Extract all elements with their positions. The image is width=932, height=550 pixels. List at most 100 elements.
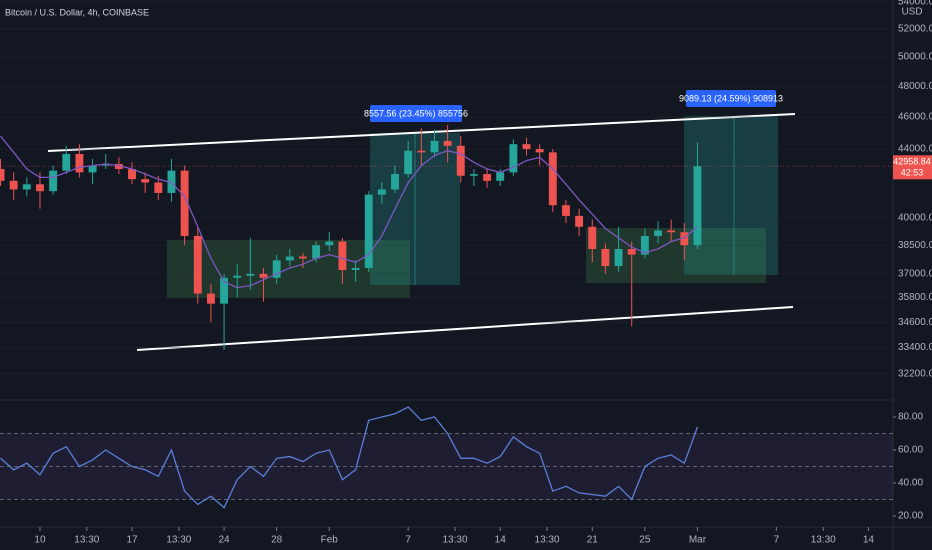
x-tick-label: 25 bbox=[639, 535, 651, 546]
x-tick-label: 13:30 bbox=[535, 535, 560, 546]
moving-average bbox=[0, 135, 698, 289]
candle-body bbox=[483, 174, 492, 181]
candle-body bbox=[575, 215, 584, 227]
candle-body bbox=[141, 179, 150, 183]
candle-body bbox=[509, 144, 518, 173]
candle-body bbox=[338, 241, 347, 270]
measure-box bbox=[370, 105, 462, 122]
y-tick-label: 52000.00 bbox=[898, 23, 932, 34]
candle-body bbox=[667, 230, 676, 233]
y-tick-label: 38500.00 bbox=[898, 240, 932, 251]
x-tick-label: Feb bbox=[321, 535, 339, 546]
x-tick-label: Mar bbox=[689, 535, 707, 546]
candle-body bbox=[364, 194, 373, 269]
candle-body bbox=[246, 273, 255, 276]
candle-body bbox=[640, 235, 649, 255]
rsi-tick-label: 80.00 bbox=[898, 412, 923, 423]
candle-body bbox=[167, 170, 176, 193]
x-tick-label: 7 bbox=[774, 535, 780, 546]
y-tick-label: 33400.00 bbox=[898, 342, 932, 353]
candle-body bbox=[299, 256, 307, 259]
measure-label: 8557.56 (23.45%) 855756 bbox=[364, 108, 468, 118]
candle-body bbox=[154, 182, 163, 193]
y-tick-label: 40000.00 bbox=[898, 212, 932, 223]
candle-body bbox=[101, 163, 110, 166]
y-tick-label: 46000.00 bbox=[898, 112, 932, 123]
y-tick-label: 35800.00 bbox=[898, 292, 932, 303]
candle-body bbox=[285, 256, 294, 261]
x-tick-label: 13:30 bbox=[442, 535, 467, 546]
candle-body bbox=[22, 184, 31, 190]
plot bbox=[0, 1, 893, 375]
x-tick-label: 14 bbox=[863, 535, 875, 546]
candle-body bbox=[62, 153, 71, 171]
candle-body bbox=[128, 168, 136, 180]
candle-body bbox=[114, 163, 123, 169]
candle-body bbox=[377, 189, 386, 195]
candle-body bbox=[88, 165, 97, 173]
y-tick-label: 50000.00 bbox=[898, 52, 932, 63]
trend-line bbox=[136, 306, 794, 351]
candle-body bbox=[259, 273, 268, 278]
rsi-tick-label: 60.00 bbox=[898, 445, 923, 456]
candle-body bbox=[456, 145, 465, 176]
candle-body bbox=[272, 260, 281, 278]
candle-body bbox=[614, 248, 623, 267]
candle-body bbox=[601, 248, 610, 267]
rsi-tick-label: 20.00 bbox=[898, 511, 923, 522]
x-tick-label: 14 bbox=[495, 535, 507, 546]
candle-body bbox=[180, 170, 189, 236]
candle-body bbox=[220, 277, 229, 304]
candle-body bbox=[693, 166, 702, 246]
y-tick-label: 54000.00 bbox=[898, 0, 932, 7]
x-tick-label: 10 bbox=[34, 535, 46, 546]
candle-body bbox=[496, 172, 505, 181]
candle-body bbox=[404, 150, 413, 175]
countdown-label: 42:53 bbox=[901, 168, 924, 178]
candle-body bbox=[75, 153, 84, 173]
candle-body bbox=[535, 149, 544, 153]
x-tick-label: 7 bbox=[405, 535, 411, 546]
candle-body bbox=[588, 226, 597, 249]
candle-body bbox=[522, 144, 531, 150]
candle-body bbox=[430, 140, 439, 153]
candle-body bbox=[9, 180, 18, 190]
last-price-box bbox=[893, 155, 932, 180]
y-tick-label: 44000.00 bbox=[898, 144, 932, 155]
candle-body bbox=[312, 245, 321, 259]
x-tick-label: 21 bbox=[587, 535, 599, 546]
x-tick-label: 13:30 bbox=[166, 535, 191, 546]
candle-body bbox=[417, 150, 426, 153]
y-tick-label: 48000.00 bbox=[898, 81, 932, 92]
candle-body bbox=[627, 248, 636, 255]
candle-body bbox=[193, 235, 202, 294]
x-tick-label: 28 bbox=[271, 535, 283, 546]
candle-body bbox=[654, 230, 662, 236]
x-tick-label: 17 bbox=[126, 535, 138, 546]
rsi-tick-label: 40.00 bbox=[898, 478, 923, 489]
candle-body bbox=[351, 268, 360, 270]
rsi-line bbox=[0, 406, 699, 509]
y-tick-label: 32200.00 bbox=[898, 369, 932, 380]
currency-label: USD bbox=[901, 7, 922, 18]
candle-body bbox=[548, 152, 557, 206]
y-tick-label: 37000.00 bbox=[898, 268, 932, 279]
chart-title: Bitcoin / U.S. Dollar, 4h, COINBASE bbox=[5, 7, 149, 17]
y-tick-label: 34600.00 bbox=[898, 317, 932, 328]
candle-body bbox=[680, 232, 689, 246]
candle-body bbox=[443, 140, 452, 146]
candle-body bbox=[469, 174, 478, 176]
candle-body bbox=[49, 170, 58, 192]
measure-box bbox=[686, 90, 776, 107]
candle-body bbox=[206, 293, 215, 304]
x-tick-label: 24 bbox=[219, 535, 231, 546]
candle-body bbox=[233, 275, 242, 278]
candle-body bbox=[36, 184, 44, 192]
candle-body bbox=[0, 168, 5, 181]
x-tick-label: 13:30 bbox=[74, 535, 99, 546]
x-tick-label: 13:30 bbox=[811, 535, 836, 546]
measure-label: 9089.13 (24.59%) 908913 bbox=[679, 93, 783, 103]
candle-body bbox=[391, 174, 399, 190]
last-price-label: 42958.84 bbox=[893, 157, 931, 167]
